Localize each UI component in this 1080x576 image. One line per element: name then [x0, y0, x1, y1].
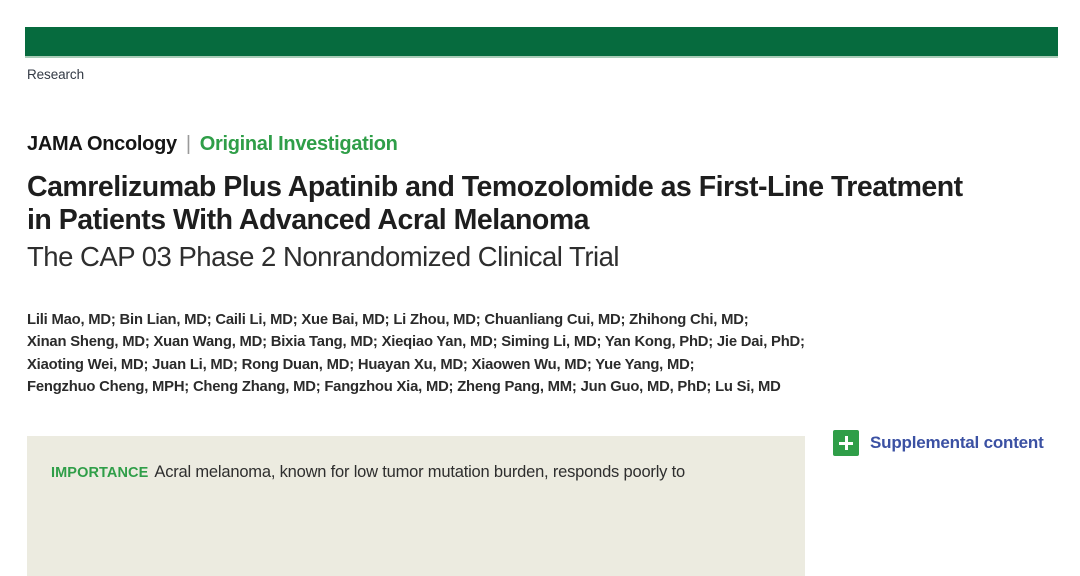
section-label: Research	[27, 67, 84, 82]
supplemental-content-link[interactable]: Supplemental content	[833, 430, 1044, 456]
journal-banner-bar	[25, 27, 1058, 58]
kicker-separator: |	[185, 133, 191, 155]
article-title-line-1: Camrelizumab Plus Apatinib and Temozolom…	[27, 171, 963, 203]
article-title-line-2: in Patients With Advanced Acral Melanoma	[27, 204, 590, 236]
supplemental-content-label[interactable]: Supplemental content	[870, 433, 1044, 452]
article-kicker: JAMA Oncology | Original Investigation	[27, 133, 398, 156]
author-line: Xiaoting Wei, MD; Juan Li, MD; Rong Duan…	[27, 356, 695, 373]
article-subtitle: The CAP 03 Phase 2 Nonrandomized Clinica…	[27, 241, 620, 272]
author-line: Xinan Sheng, MD; Xuan Wang, MD; Bixia Ta…	[27, 334, 805, 351]
abstract-box: IMPORTANCE Acral melanoma, known for low …	[27, 436, 805, 576]
plus-icon[interactable]	[833, 430, 859, 456]
importance-text: Acral melanoma, known for low tumor muta…	[154, 463, 685, 481]
author-line: Lili Mao, MD; Bin Lian, MD; Caili Li, MD…	[27, 312, 749, 328]
author-line: Fengzhuo Cheng, MPH; Cheng Zhang, MD; Fa…	[27, 379, 781, 396]
journal-name: JAMA Oncology	[27, 133, 177, 155]
article-type-label: Original Investigation	[199, 133, 398, 155]
article-title: Camrelizumab Plus Apatinib and Temozolom…	[27, 171, 1067, 237]
abstract-importance: IMPORTANCE Acral melanoma, known for low …	[51, 461, 781, 484]
author-list: Lili Mao, MD; Bin Lian, MD; Caili Li, MD…	[27, 309, 907, 399]
importance-label: IMPORTANCE	[51, 465, 149, 481]
